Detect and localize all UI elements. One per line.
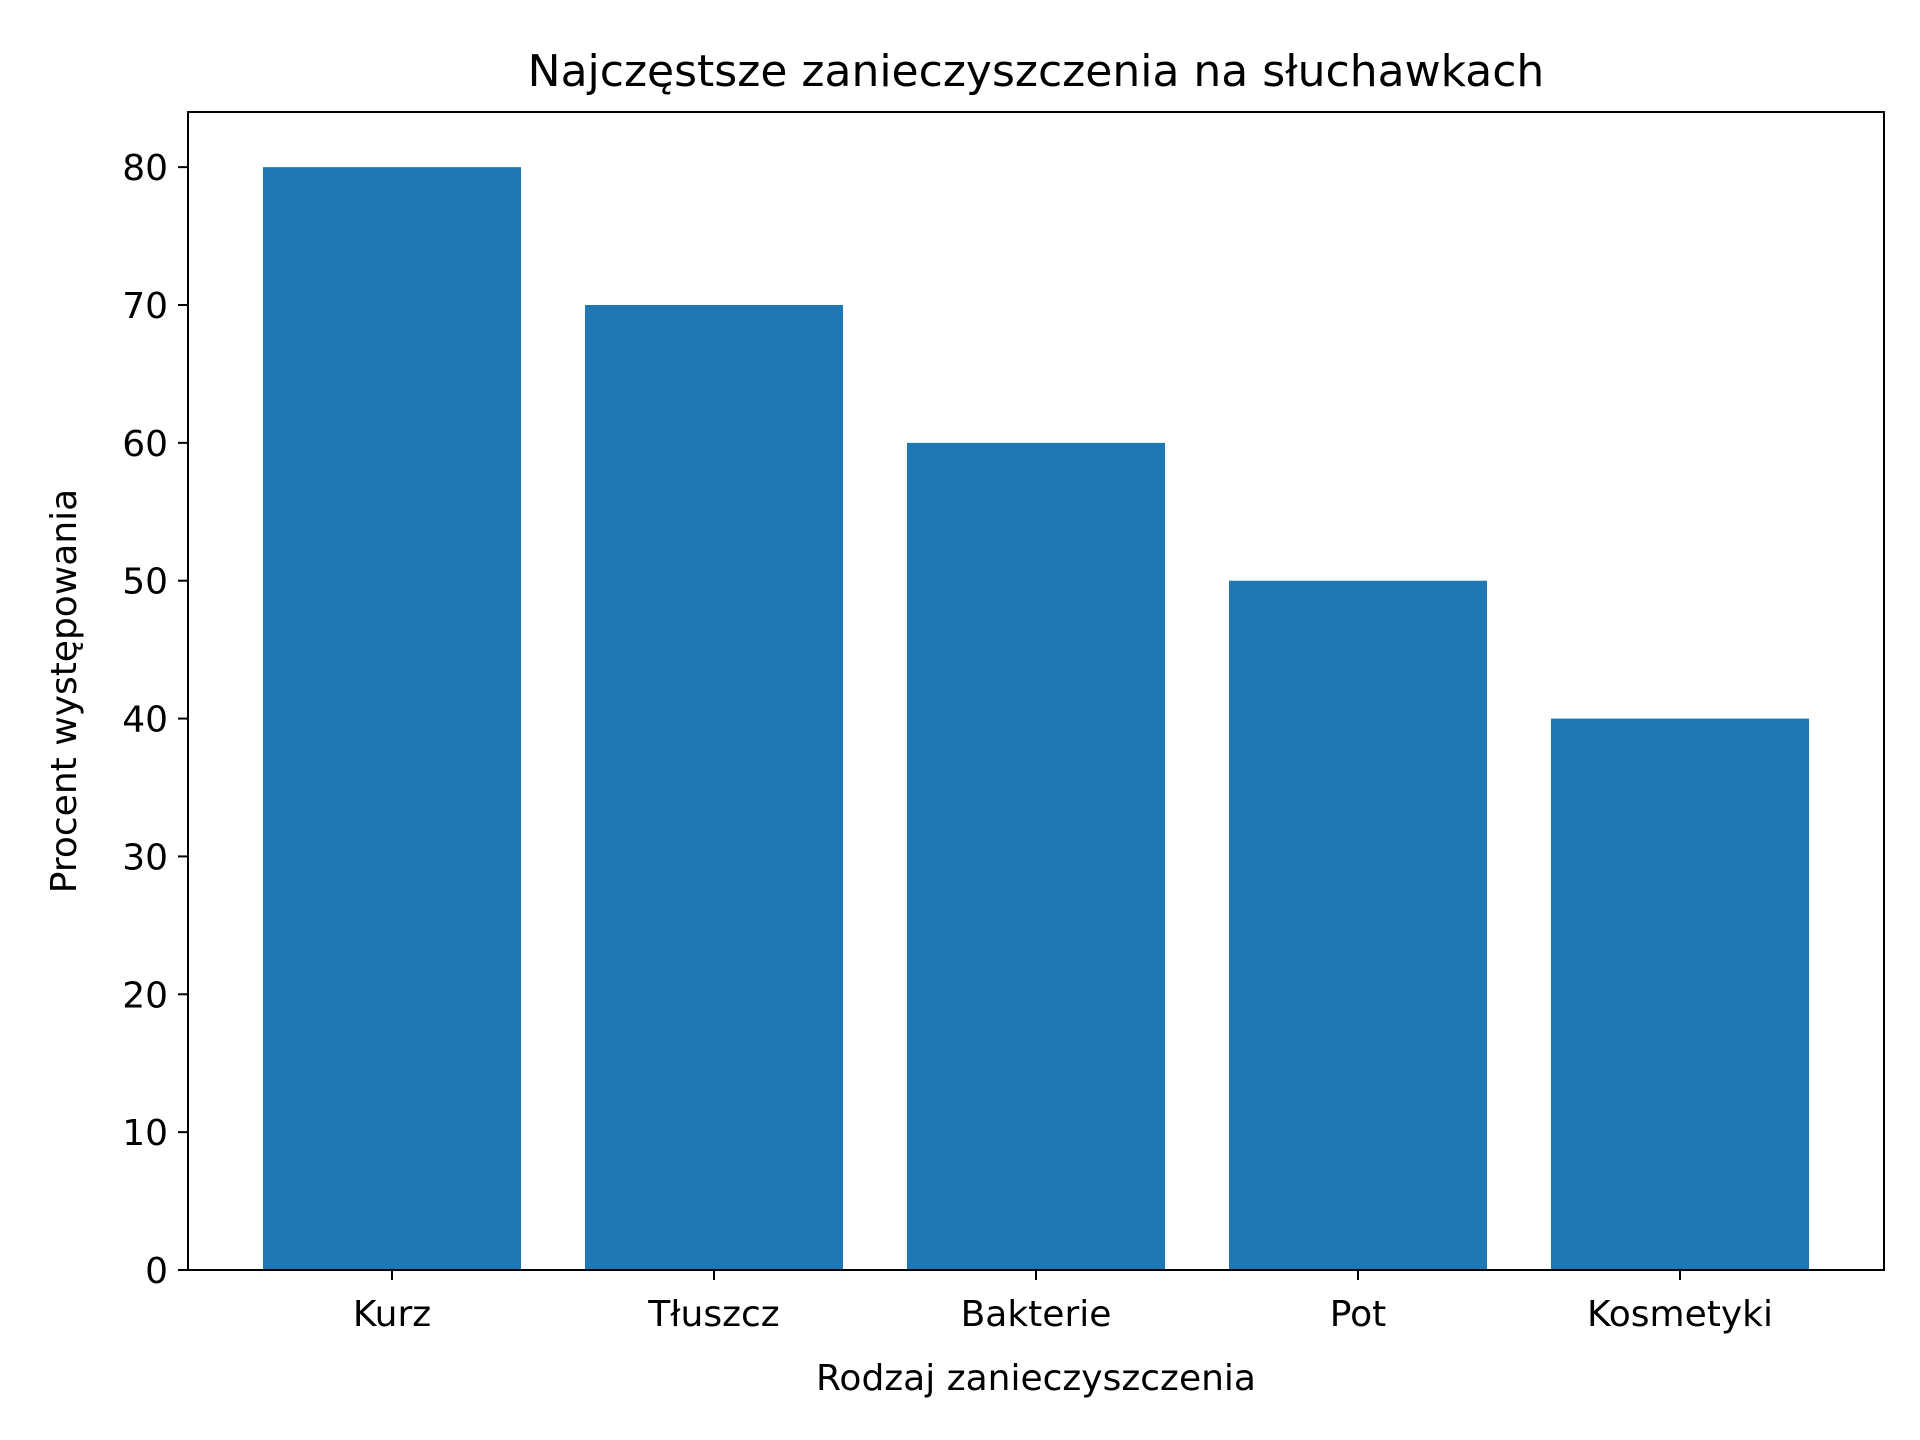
chart-title: Najczęstsze zanieczyszczenia na słuchawk… (528, 46, 1545, 97)
x-tick-label: Bakterie (961, 1294, 1112, 1335)
bars-group (263, 167, 1809, 1271)
y-axis-ticks: 0 10 20 30 40 50 60 70 80 (122, 148, 188, 1292)
bar-3 (907, 442, 1165, 1270)
bar-5 (1551, 718, 1809, 1270)
y-tick-label: 70 (122, 286, 168, 327)
x-tick-label: Kosmetyki (1587, 1294, 1773, 1335)
x-tick-label: Tłuszcz (647, 1294, 779, 1335)
x-axis-ticks: Kurz Tłuszcz Bakterie Pot Kosmetyki (353, 1270, 1773, 1335)
y-tick-label: 30 (122, 837, 168, 878)
y-tick-label: 20 (122, 975, 168, 1016)
y-tick-label: 40 (122, 700, 168, 741)
x-tick-label: Pot (1330, 1294, 1387, 1335)
y-tick-label: 50 (122, 562, 168, 603)
x-tick-label: Kurz (353, 1294, 431, 1335)
bar-1 (263, 167, 521, 1271)
y-tick-label: 0 (145, 1251, 168, 1292)
bar-4 (1229, 580, 1487, 1270)
plot-frame (187, 111, 1885, 1271)
y-tick-label: 60 (122, 424, 168, 465)
x-axis-label: Rodzaj zanieczyszczenia (816, 1358, 1256, 1399)
y-axis-label: Procent występowania (44, 489, 85, 893)
y-tick-label: 80 (122, 148, 168, 189)
y-tick-label: 10 (122, 1113, 168, 1154)
bar-2 (585, 305, 843, 1270)
